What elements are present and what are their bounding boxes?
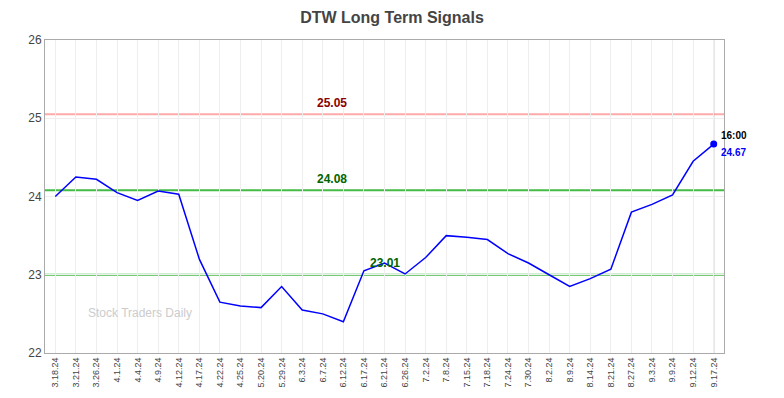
svg-text:9.3.24: 9.3.24	[647, 358, 657, 383]
svg-text:5.29.24: 5.29.24	[277, 358, 287, 388]
svg-text:16:00: 16:00	[721, 130, 747, 141]
svg-text:6.26.24: 6.26.24	[400, 358, 410, 388]
svg-text:8.27.24: 8.27.24	[626, 358, 636, 388]
svg-text:22: 22	[28, 346, 42, 360]
svg-text:Stock Traders Daily: Stock Traders Daily	[88, 306, 192, 320]
svg-text:4.22.24: 4.22.24	[215, 358, 225, 388]
svg-text:3.18.24: 3.18.24	[50, 358, 60, 388]
svg-text:9.12.24: 9.12.24	[688, 358, 698, 388]
svg-text:3.21.24: 3.21.24	[71, 358, 81, 388]
svg-text:3.26.24: 3.26.24	[91, 358, 101, 388]
svg-text:7.2.24: 7.2.24	[421, 358, 431, 383]
svg-text:8.2.24: 8.2.24	[544, 358, 554, 383]
svg-text:24: 24	[28, 190, 42, 204]
svg-text:8.9.24: 8.9.24	[565, 358, 575, 383]
svg-text:DTW Long Term Signals: DTW Long Term Signals	[300, 9, 484, 26]
svg-text:8.21.24: 8.21.24	[606, 358, 616, 388]
svg-text:7.15.24: 7.15.24	[462, 358, 472, 388]
svg-text:4.12.24: 4.12.24	[174, 358, 184, 388]
svg-text:25.05: 25.05	[317, 96, 347, 110]
svg-text:6.21.24: 6.21.24	[379, 358, 389, 388]
svg-text:4.25.24: 4.25.24	[235, 358, 245, 388]
svg-text:6.12.24: 6.12.24	[338, 358, 348, 388]
svg-text:7.24.24: 7.24.24	[503, 358, 513, 388]
svg-text:7.30.24: 7.30.24	[523, 358, 533, 388]
svg-text:4.1.24: 4.1.24	[112, 358, 122, 383]
svg-text:9.9.24: 9.9.24	[667, 358, 677, 383]
svg-text:5.20.24: 5.20.24	[256, 358, 266, 388]
svg-text:23: 23	[28, 268, 42, 282]
svg-text:25: 25	[28, 111, 42, 125]
svg-text:24.08: 24.08	[317, 172, 347, 186]
svg-text:6.7.24: 6.7.24	[318, 358, 328, 383]
svg-text:7.18.24: 7.18.24	[482, 358, 492, 388]
svg-text:4.4.24: 4.4.24	[133, 358, 143, 383]
svg-text:6.3.24: 6.3.24	[297, 358, 307, 383]
svg-text:6.17.24: 6.17.24	[359, 358, 369, 388]
svg-text:24.67: 24.67	[721, 147, 746, 158]
svg-text:9.17.24: 9.17.24	[709, 358, 719, 388]
svg-text:23.01: 23.01	[370, 256, 400, 270]
svg-text:4.9.24: 4.9.24	[153, 358, 163, 383]
svg-text:4.17.24: 4.17.24	[194, 358, 204, 388]
svg-text:8.14.24: 8.14.24	[585, 358, 595, 388]
svg-text:7.8.24: 7.8.24	[441, 358, 451, 383]
svg-text:26: 26	[28, 33, 42, 47]
